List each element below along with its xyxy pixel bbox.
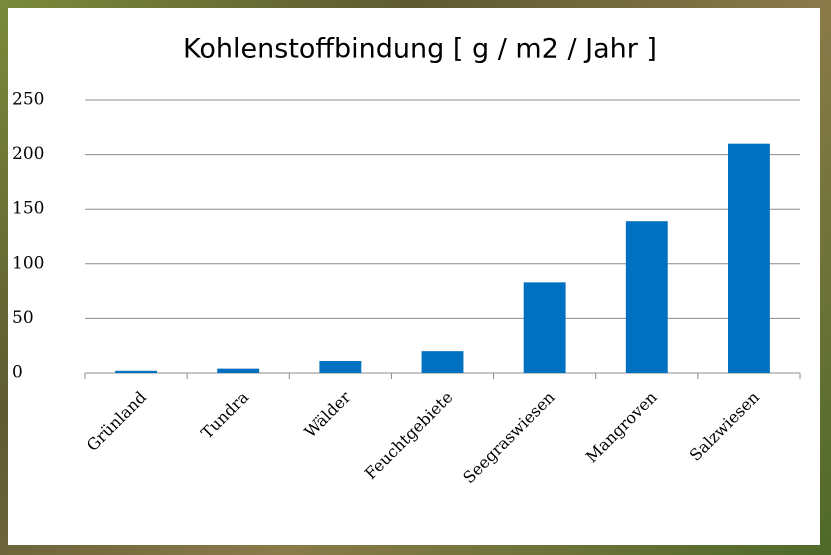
bar [625, 221, 668, 373]
chart-title: Kohlenstoffbindung [ g / m2 / Jahr ] [183, 34, 657, 65]
y-tick-label: 50 [12, 308, 34, 328]
chart-panel [8, 8, 820, 545]
y-tick-label: 150 [12, 199, 44, 219]
bar [523, 282, 566, 373]
bar [115, 370, 158, 373]
y-tick-label: 100 [12, 253, 44, 273]
y-tick-label: 250 [12, 90, 44, 110]
bar [319, 360, 362, 373]
bar [421, 351, 464, 373]
y-tick-label: 200 [12, 144, 44, 164]
bar [727, 143, 770, 373]
y-tick-label: 0 [12, 363, 23, 383]
bar [217, 368, 260, 373]
